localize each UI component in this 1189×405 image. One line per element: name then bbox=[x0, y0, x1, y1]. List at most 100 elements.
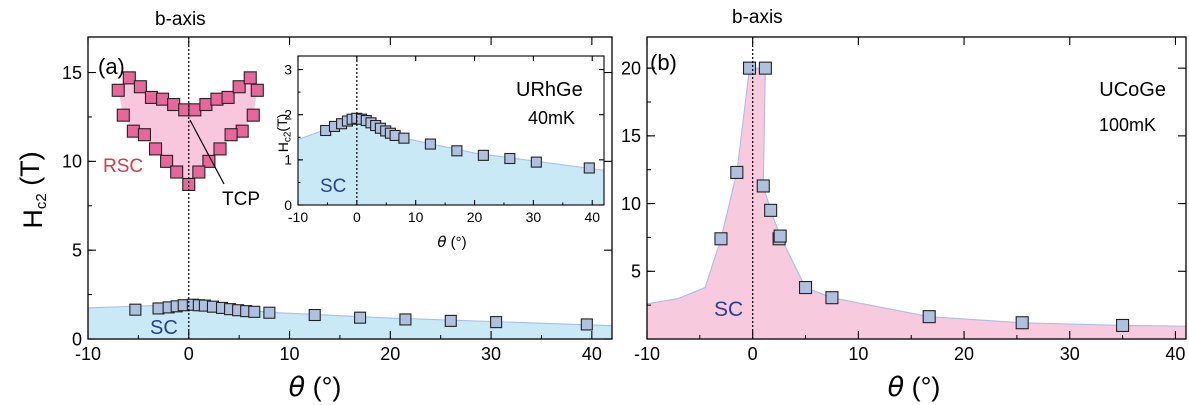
heart-point bbox=[156, 92, 170, 106]
panel-b-sc-region-layer bbox=[646, 67, 1187, 339]
heart-point bbox=[160, 154, 174, 168]
panel-a-heart-layer bbox=[111, 71, 264, 191]
panel-b-title: UCoGe bbox=[1099, 79, 1166, 101]
heart-point bbox=[192, 165, 206, 179]
panel-a-x-tick-label: 10 bbox=[280, 344, 300, 364]
panel-b-data-point bbox=[798, 280, 813, 295]
heart-point bbox=[199, 97, 213, 112]
inset-x-tick-label: 20 bbox=[467, 209, 483, 225]
panel-a-x-tick-label: 30 bbox=[481, 344, 501, 364]
panel-b-data-point bbox=[764, 203, 778, 217]
inset-sc-region-layer bbox=[297, 56, 605, 205]
heart-point bbox=[182, 177, 196, 191]
panel-b-sc-label: SC bbox=[714, 298, 743, 321]
panel-b-data-point bbox=[1015, 316, 1029, 330]
inset-y-tick-label: 0 bbox=[284, 197, 292, 213]
panel-a-x-tick-label: 0 bbox=[184, 344, 194, 364]
inset-data-point bbox=[424, 138, 436, 150]
panel-b-x-axis-label: θ (°) bbox=[888, 372, 941, 403]
panel-b-label: (b) bbox=[650, 50, 677, 75]
panel-a-x-tick-label: 40 bbox=[582, 344, 602, 364]
panel-a-data-point bbox=[152, 302, 165, 315]
panel-a-y-tick-label: 0 bbox=[72, 329, 82, 349]
heart-point bbox=[210, 92, 224, 106]
panel-a-y-tick-label: 10 bbox=[62, 152, 82, 172]
panel-a-data-point bbox=[248, 305, 261, 318]
tcp-label: TCP bbox=[222, 189, 260, 210]
inset-data-point bbox=[477, 149, 489, 161]
panel-a-data-point bbox=[580, 318, 593, 331]
inset-points-layer bbox=[320, 112, 595, 174]
panel-b-x-tick-label: 10 bbox=[848, 344, 868, 364]
panel-a-data-point bbox=[263, 306, 276, 319]
panel-a-b-axis-label: b-axis bbox=[155, 9, 206, 30]
inset-x-tick-label: -10 bbox=[288, 209, 308, 225]
panel-a-data-point bbox=[444, 314, 457, 327]
panel-b-data-point bbox=[922, 310, 936, 324]
inset-data-point bbox=[583, 162, 595, 174]
inset-x-tick-label: 0 bbox=[353, 209, 361, 225]
inset-data-point bbox=[451, 145, 463, 157]
panel-a-data-point bbox=[354, 311, 367, 324]
panel-b-x-tick-label: 0 bbox=[748, 344, 758, 364]
panel-b-frame bbox=[646, 36, 1187, 340]
heart-point bbox=[133, 80, 147, 94]
panel-a-x-axis-label: θ (°) bbox=[289, 372, 342, 403]
panel-b-points-layer bbox=[714, 61, 1130, 333]
inset-data-point bbox=[398, 132, 410, 144]
heart-point bbox=[213, 142, 227, 156]
panel-b-data-point bbox=[1116, 318, 1130, 333]
heart-point bbox=[246, 108, 260, 122]
panel-a-y-tick-label: 15 bbox=[62, 63, 82, 83]
heart-point bbox=[167, 97, 181, 112]
panel-b-data-point bbox=[773, 229, 787, 243]
inset-x-axis-label: θ (°) bbox=[437, 233, 466, 251]
heart-point bbox=[188, 103, 202, 117]
panel-b-data-point bbox=[714, 232, 728, 246]
panel-b-data-point bbox=[730, 165, 744, 179]
panel-b-data-point bbox=[758, 61, 772, 75]
inset-subtitle: 40mK bbox=[528, 108, 575, 128]
heart-point bbox=[224, 128, 238, 142]
panel-b-data-point bbox=[742, 61, 757, 75]
heart-point bbox=[170, 165, 184, 179]
heart-point bbox=[250, 83, 264, 97]
inset-sc-region-area bbox=[298, 118, 604, 205]
panel-a-sc-label: SC bbox=[150, 317, 178, 339]
heart-point bbox=[111, 83, 125, 97]
inset-sc-label: SC bbox=[320, 176, 346, 197]
inset-x-tick-label: 30 bbox=[526, 209, 542, 225]
heart-point bbox=[221, 90, 235, 104]
panel-b-x-tick-label: 20 bbox=[954, 344, 974, 364]
inset-title: URhGe bbox=[516, 79, 583, 101]
heart-point bbox=[144, 90, 159, 104]
rsc-label: RSC bbox=[103, 156, 143, 177]
panel-a-data-point bbox=[399, 313, 412, 326]
panel-b-b-axis-label: b-axis bbox=[732, 7, 783, 28]
panel-b-x-tick-label: 30 bbox=[1060, 344, 1080, 364]
tcp-pointer-line bbox=[189, 119, 225, 185]
panel-b-subtitle: 100mK bbox=[1099, 115, 1156, 135]
panel-a-label: (a) bbox=[98, 54, 125, 79]
inset-x-tick-label: 10 bbox=[408, 209, 424, 225]
panel-b-sc-region-area bbox=[647, 68, 1186, 339]
panel-b-sc-region-boundary bbox=[646, 67, 1187, 327]
heart-point bbox=[137, 128, 151, 142]
panel-b: b-axis -10 0 10 20 30 40 5 10 15 20 (b) UCoGe 100… bbox=[621, 7, 1187, 403]
inset-x-tick-label: 40 bbox=[584, 209, 600, 225]
panel-b-y-tick-label: 15 bbox=[621, 126, 641, 146]
panel-a-x-tick-label: 20 bbox=[380, 344, 400, 364]
panel-a-points-layer bbox=[129, 298, 593, 331]
panel-a-y-axis-label: Hc2 (T) bbox=[15, 151, 50, 228]
panel-b-y-tick-label: 5 bbox=[631, 262, 641, 282]
panel-b-x-tick-label: -10 bbox=[634, 344, 660, 364]
heart-point bbox=[232, 80, 246, 94]
inset-y-tick-label: 2 bbox=[284, 107, 292, 123]
panel-b-data-point bbox=[756, 179, 770, 193]
panel-a-x-tick-label: -10 bbox=[75, 344, 101, 364]
panel-a-y-tick-label: 5 bbox=[72, 240, 82, 260]
panel-b-data-point bbox=[825, 291, 839, 305]
